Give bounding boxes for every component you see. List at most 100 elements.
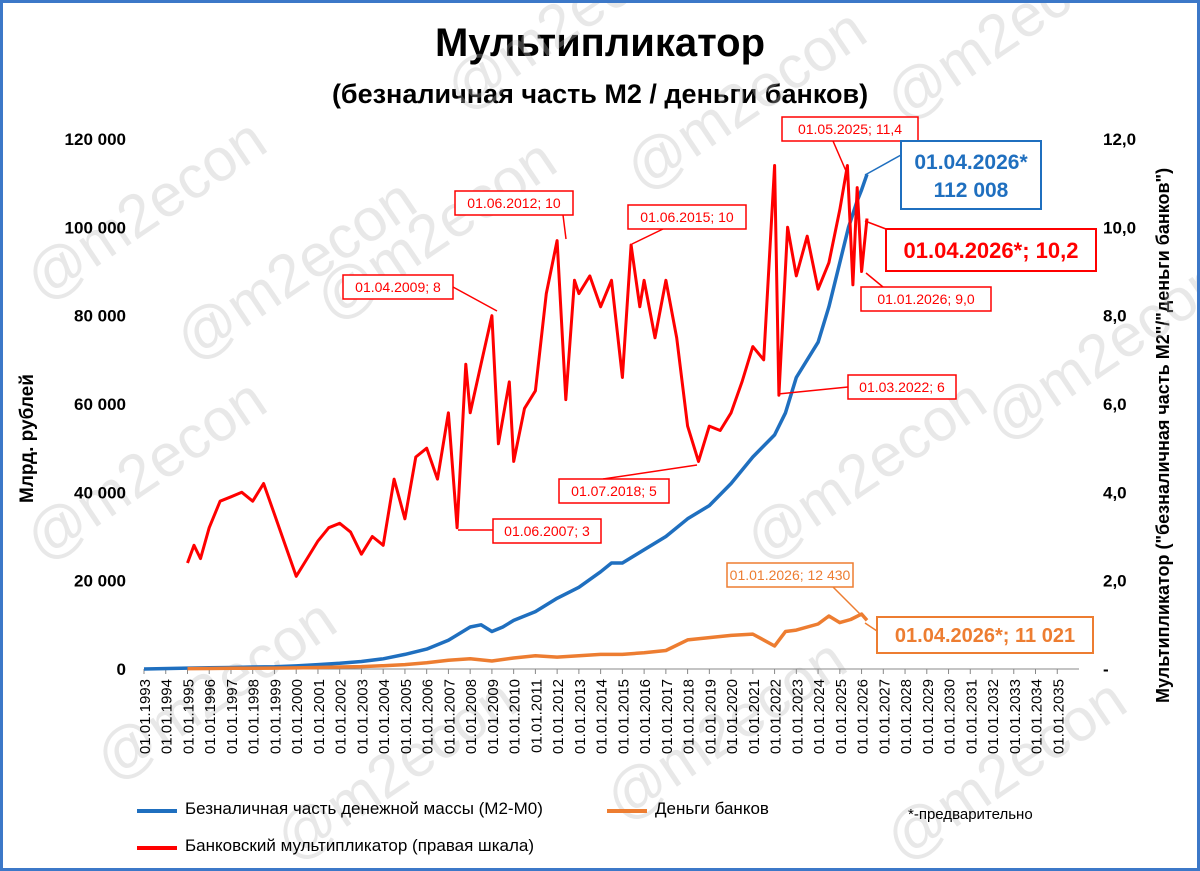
annotation-2022: 01.03.2022; 6 xyxy=(859,379,945,395)
x-tick-label: 01.01.2000 xyxy=(289,679,306,754)
x-tick-label: 01.01.2021 xyxy=(746,679,763,754)
left-tick-label: 60 000 xyxy=(74,395,126,414)
left-tick-label: 20 000 xyxy=(74,572,126,591)
x-tick-label: 01.01.2003 xyxy=(354,679,371,754)
x-tick-label: 01.01.2018 xyxy=(681,679,698,754)
chart-subtitle: (безналичная часть М2 / деньги банков) xyxy=(331,79,869,109)
chart-title: Мультипликатор xyxy=(434,21,766,65)
annotation-2018-box xyxy=(558,478,670,504)
x-tick-label: 01.01.2031 xyxy=(963,679,980,754)
annotation-2025: 01.05.2025; 11,4 xyxy=(798,121,902,137)
x-tick-label: 01.01.1996 xyxy=(202,679,219,754)
annotation-orange-2026-01: 01.01.2026; 12 430 xyxy=(730,567,851,583)
annotation-2025-box xyxy=(781,116,919,142)
x-tick-label: 01.01.1995 xyxy=(180,679,197,754)
annotation-2026-01-box xyxy=(860,286,992,312)
left-tick-label: 120 000 xyxy=(65,130,126,149)
legend-swatch-blue xyxy=(137,809,177,813)
x-tick-label: 01.01.2004 xyxy=(376,679,393,754)
legend-note: *-предварительно xyxy=(908,806,1033,823)
watermark-7: @m2econ xyxy=(973,245,1197,454)
x-tick-label: 01.01.2002 xyxy=(333,679,350,754)
annotation-2022-leader xyxy=(777,386,849,395)
x-tick-label: 01.01.2016 xyxy=(637,679,654,754)
annotation-2009: 01.04.2009; 8 xyxy=(355,279,441,295)
annotation-2007-box xyxy=(492,518,602,544)
x-tick-label: 01.01.2006 xyxy=(420,679,437,754)
x-tick-label: 01.01.1993 xyxy=(137,679,154,754)
right-tick-label: - xyxy=(1103,660,1109,679)
x-tick-label: 01.01.2017 xyxy=(659,679,676,754)
right-tick-label: 12,0 xyxy=(1103,130,1136,149)
left-tick-label: 80 000 xyxy=(74,307,126,326)
annotation-2026-04-red-box xyxy=(885,228,1097,272)
right-tick-label: 8,0 xyxy=(1103,307,1127,326)
x-tick-label: 01.01.2015 xyxy=(615,679,632,754)
annotation-2026-04-red: 01.04.2026*; 10,2 xyxy=(904,238,1079,263)
annotation-2026-01-leader xyxy=(865,272,884,288)
annotation-2015-leader xyxy=(631,228,664,245)
left-tick-label: 0 xyxy=(117,660,126,679)
x-tick-label: 01.01.2009 xyxy=(485,679,502,754)
annotation-2026-01: 01.01.2026; 9,0 xyxy=(877,291,975,307)
right-tick-label: 4,0 xyxy=(1103,483,1127,502)
x-tick-label: 01.01.2019 xyxy=(702,679,719,754)
left-tick-label: 40 000 xyxy=(74,483,126,502)
annotation-2012-leader xyxy=(562,214,567,240)
x-tick-label: 01.01.1999 xyxy=(267,679,284,754)
annotation-blue-leader xyxy=(864,154,902,176)
annotation-orange-2026-01-box xyxy=(726,562,854,588)
series-line-2 xyxy=(186,164,869,578)
annotation-2009-box xyxy=(342,274,454,300)
x-tick-label: 01.01.2032 xyxy=(985,679,1002,754)
legend-label-blue: Безналичная часть денежной массы (М2-М0) xyxy=(185,799,543,818)
x-tick-label: 01.01.2030 xyxy=(942,679,959,754)
legend-label-orange: Деньги банков xyxy=(655,799,769,818)
right-tick-label: 2,0 xyxy=(1103,572,1127,591)
x-tick-label: 01.01.2005 xyxy=(398,679,415,754)
legend-swatch-red xyxy=(137,846,177,850)
x-tick-label: 01.01.2013 xyxy=(572,679,589,754)
x-tick-label: 01.01.2020 xyxy=(724,679,741,754)
right-tick-label: 10,0 xyxy=(1103,218,1136,237)
annotation-orange-2026-01-leader xyxy=(832,586,862,616)
annotation-orange-2026-04-box xyxy=(876,616,1094,654)
x-tick-label: 01.01.2011 xyxy=(528,679,545,753)
x-tick-label: 01.01.2010 xyxy=(507,679,524,754)
x-tick-label: 01.01.2035 xyxy=(1050,679,1067,754)
x-tick-label: 01.01.2033 xyxy=(1007,679,1024,754)
x-tick-label: 01.01.2028 xyxy=(898,679,915,754)
x-tick-label: 01.01.2008 xyxy=(463,679,480,754)
x-tick-label: 01.01.2027 xyxy=(876,679,893,754)
annotation-2007: 01.06.2007; 3 xyxy=(504,523,590,539)
legend-label-red: Банковский мультипликатор (правая шкала) xyxy=(185,836,534,855)
x-tick-label: 01.01.2014 xyxy=(594,679,611,754)
annotation-blue-date: 01.04.2026* xyxy=(914,151,1028,174)
x-tick-label: 01.01.2026 xyxy=(855,679,872,754)
annotation-orange-2026-04: 01.04.2026*; 11 021 xyxy=(895,625,1075,647)
x-tick-label: 01.01.1998 xyxy=(246,679,263,754)
annotation-blue-box xyxy=(900,140,1042,210)
annotation-2015: 01.06.2015; 10 xyxy=(640,209,734,225)
annotation-2022-box xyxy=(847,374,957,400)
annotation-2025-leader xyxy=(832,140,847,172)
x-tick-label: 01.01.2024 xyxy=(811,679,828,754)
annotation-orange-2026-04-leader xyxy=(864,622,878,632)
x-tick-label: 01.01.2029 xyxy=(920,679,937,754)
annotation-2018-leader xyxy=(602,464,698,480)
watermark-5: @m2econ xyxy=(613,3,878,204)
watermark-6: @m2econ xyxy=(873,3,1138,134)
annotation-blue-value: 112 008 xyxy=(934,179,1009,202)
watermark-1: @m2econ xyxy=(13,365,278,574)
x-tick-label: 01.01.2025 xyxy=(833,679,850,754)
chart-svg: @m2econ@m2econ@m2econ@m2econ@m2econ@m2ec… xyxy=(13,3,1197,868)
series-line-1 xyxy=(187,612,869,671)
x-tick-label: 01.01.2001 xyxy=(311,679,328,754)
annotation-2012-box xyxy=(454,190,574,216)
right-tick-label: 6,0 xyxy=(1103,395,1127,414)
annotation-2009-leader xyxy=(452,286,498,312)
x-tick-label: 01.01.1997 xyxy=(224,679,241,754)
x-tick-label: 01.01.1994 xyxy=(159,679,176,754)
annotation-2026-04-red-leader xyxy=(864,220,887,230)
